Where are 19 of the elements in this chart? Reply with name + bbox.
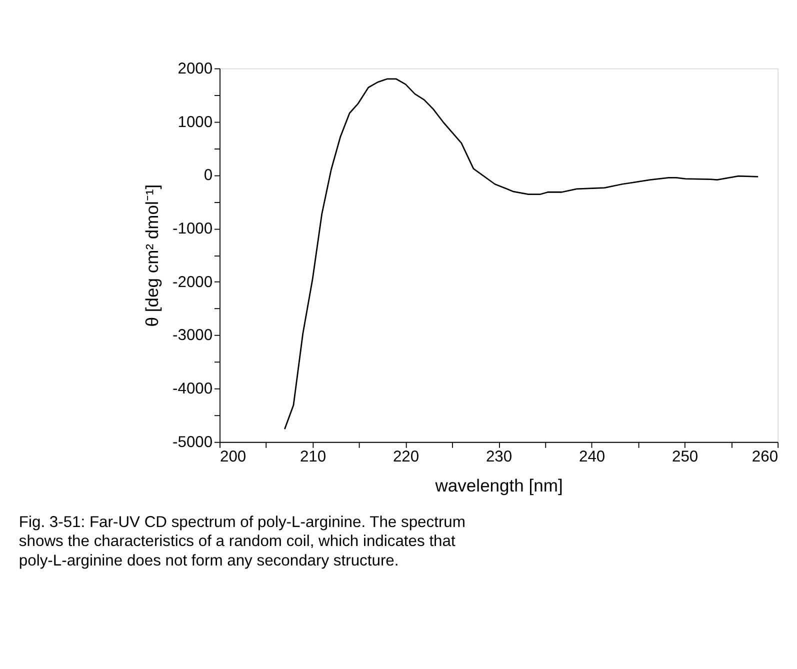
y-tick-label: -4000	[172, 380, 213, 398]
y-tick-label: -2000	[172, 274, 213, 291]
x-tick-label: 230	[486, 448, 512, 466]
y-tick-label: 2000	[178, 60, 213, 78]
x-axis-title: wavelength [nm]	[434, 475, 563, 496]
x-tick-label: 210	[300, 448, 326, 466]
y-tick-label: -1000	[172, 220, 213, 238]
x-tick-label: 240	[578, 448, 606, 466]
y-tick-label: 0	[204, 167, 213, 184]
x-tick-label: 260	[752, 448, 778, 466]
x-tick-label: 200	[220, 448, 246, 466]
x-tick-label: 220	[392, 448, 420, 466]
x-tick-label: 250	[672, 448, 698, 466]
y-tick-label: -5000	[172, 434, 213, 451]
y-axis-title: θ [deg cm² dmol⁻¹]	[142, 184, 162, 327]
caption: Fig. 3-51: Far-UV CD spectrum of poly-L-arginine. The spectrum shows the characteristics of a random coil, which indicates that poly-L-arginine does not form any secondary structure.	[18, 514, 466, 570]
y-tick-label: -3000	[172, 327, 213, 344]
line-series	[284, 78, 759, 430]
y-tick-label: 1000	[178, 114, 213, 131]
